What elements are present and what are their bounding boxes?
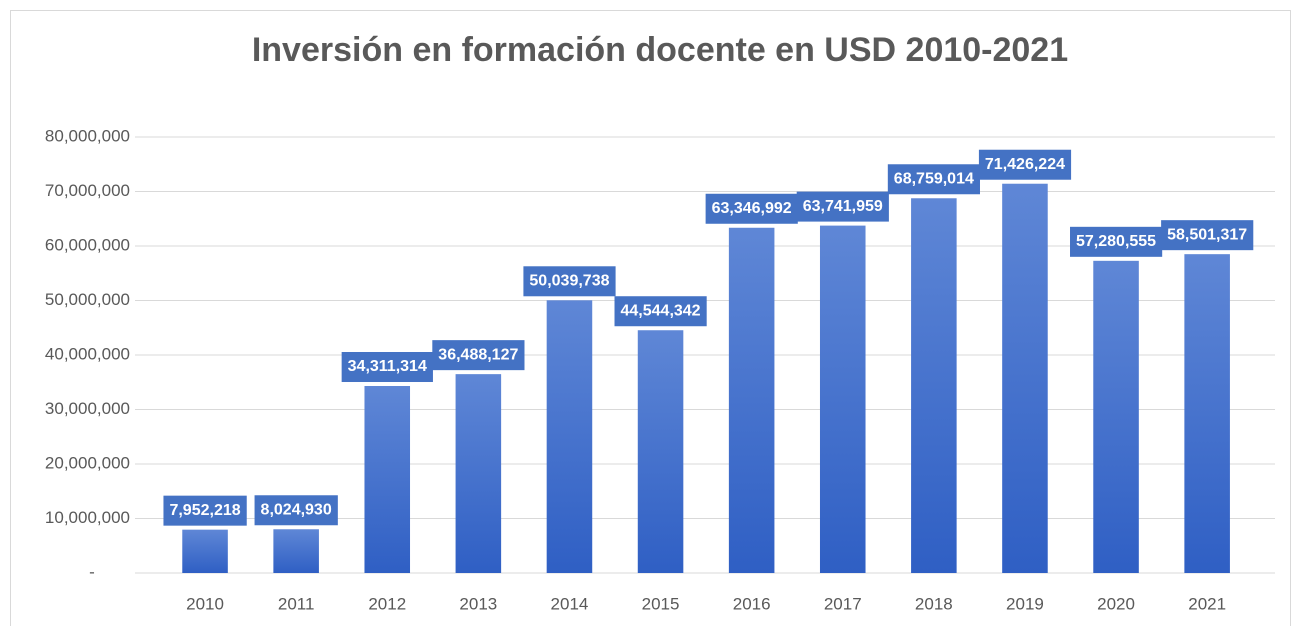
x-tick-label: 2011 xyxy=(278,594,315,613)
data-label-box xyxy=(978,149,1072,180)
bar xyxy=(1093,260,1139,573)
data-label: 44,544,342 xyxy=(621,302,701,319)
bar xyxy=(273,529,319,573)
chart-title: Inversión en formación docente en USD 20… xyxy=(252,31,1068,69)
x-tick-label: 2013 xyxy=(459,594,497,613)
x-tick-label: 2012 xyxy=(368,594,406,613)
y-tick-label: 30,000,000 xyxy=(45,399,130,418)
data-label-box xyxy=(1161,220,1254,251)
data-label: 34,311,314 xyxy=(348,358,427,375)
x-tick-label: 2018 xyxy=(915,594,953,613)
y-tick-label: 70,000,000 xyxy=(45,181,130,200)
data-label-box xyxy=(523,266,616,297)
x-tick-label: 2010 xyxy=(186,594,224,613)
bar xyxy=(1184,254,1230,573)
data-label: 50,039,738 xyxy=(529,273,609,290)
bar xyxy=(364,386,411,573)
data-label: 71,426,224 xyxy=(985,156,1065,173)
y-tick-label: 10,000,000 xyxy=(45,508,130,527)
data-label: 7,952,218 xyxy=(169,502,240,519)
bar xyxy=(182,529,228,573)
y-tick-label: 80,000,000 xyxy=(45,126,130,145)
data-label: 63,346,992 xyxy=(712,200,792,217)
y-tick-label: - xyxy=(89,562,95,581)
y-tick-label: 20,000,000 xyxy=(45,453,130,472)
bar xyxy=(819,225,866,573)
data-label-box xyxy=(614,296,707,327)
x-tick-label: 2016 xyxy=(733,594,771,613)
x-tick-label: 2015 xyxy=(642,594,680,613)
data-label: 58,501,317 xyxy=(1167,226,1247,243)
data-label: 57,280,555 xyxy=(1076,233,1156,250)
data-label: 63,741,959 xyxy=(803,198,883,215)
data-label-box xyxy=(796,191,889,222)
data-label-box xyxy=(1070,226,1163,257)
data-label-box xyxy=(254,495,338,526)
y-tick-label: 40,000,000 xyxy=(45,344,130,363)
data-label-box xyxy=(887,164,980,195)
y-tick-label: 50,000,000 xyxy=(45,290,130,309)
data-label-box xyxy=(705,193,798,224)
x-tick-label: 2014 xyxy=(551,594,589,613)
data-label-box xyxy=(163,495,247,526)
x-tick-label: 2021 xyxy=(1188,594,1226,613)
data-label: 8,024,930 xyxy=(261,501,332,518)
x-tick-label: 2019 xyxy=(1006,594,1044,613)
data-label: 36,488,127 xyxy=(438,346,518,363)
bar xyxy=(728,227,775,573)
y-tick-label: 60,000,000 xyxy=(45,235,130,254)
x-tick-label: 2020 xyxy=(1097,594,1135,613)
bar xyxy=(455,374,502,573)
data-label: 68,759,014 xyxy=(894,170,974,187)
bar xyxy=(1002,183,1048,573)
bar xyxy=(546,300,593,573)
bar xyxy=(911,198,957,573)
data-label-box xyxy=(341,352,433,383)
x-tick-label: 2017 xyxy=(824,594,862,613)
data-label-box xyxy=(432,340,525,371)
bar xyxy=(637,330,684,573)
